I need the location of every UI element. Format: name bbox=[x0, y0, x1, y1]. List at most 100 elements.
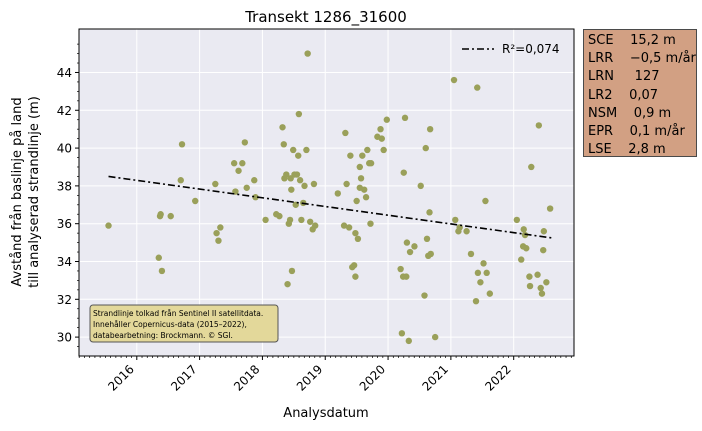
y-tick-label: 32 bbox=[57, 293, 72, 307]
data-point bbox=[483, 269, 490, 277]
x-tick-label: 2017 bbox=[168, 362, 199, 393]
data-point bbox=[295, 110, 303, 118]
stat-value: 2,8 m bbox=[628, 142, 666, 158]
data-point bbox=[523, 245, 530, 252]
data-point bbox=[251, 177, 258, 184]
data-point bbox=[310, 180, 318, 188]
data-point bbox=[486, 290, 494, 297]
data-point bbox=[383, 116, 391, 123]
data-point bbox=[350, 262, 358, 269]
data-points bbox=[105, 50, 554, 345]
data-point bbox=[526, 282, 534, 290]
data-point bbox=[518, 256, 525, 263]
data-point bbox=[423, 235, 431, 243]
data-point bbox=[474, 84, 481, 91]
stat-key: LRR bbox=[588, 51, 614, 67]
annotation-background bbox=[89, 304, 279, 343]
data-point bbox=[411, 243, 418, 250]
data-point bbox=[230, 160, 238, 167]
data-point bbox=[212, 180, 219, 188]
stat-value: 0,1 m/år bbox=[629, 124, 685, 140]
y-tick-label: 34 bbox=[57, 255, 72, 269]
stat-key: EPR bbox=[588, 124, 614, 140]
data-point bbox=[276, 212, 283, 220]
data-point bbox=[239, 160, 246, 167]
y-tick-label: 42 bbox=[57, 104, 72, 118]
data-point bbox=[306, 218, 314, 225]
data-point bbox=[311, 222, 319, 229]
x-tick-label: 2016 bbox=[105, 362, 136, 393]
data-point bbox=[157, 211, 164, 218]
data-point bbox=[427, 250, 434, 258]
data-point bbox=[520, 226, 527, 233]
annotation-line-3: databearbetning: Brockmann. © SGI. bbox=[93, 331, 233, 340]
stat-key: NSM bbox=[588, 105, 618, 121]
data-point bbox=[452, 216, 459, 224]
data-point bbox=[472, 297, 480, 305]
data-point bbox=[405, 337, 412, 345]
data-point bbox=[347, 152, 354, 159]
data-point bbox=[364, 146, 371, 154]
data-point bbox=[546, 205, 554, 212]
data-point bbox=[356, 163, 363, 171]
stats-box: SCE 15,2 m LRR −0,5 m/år LRN 127 LR2 0,0… bbox=[583, 29, 697, 157]
data-point bbox=[378, 135, 385, 142]
data-point bbox=[422, 144, 429, 152]
data-point bbox=[398, 330, 406, 337]
data-point bbox=[450, 76, 458, 84]
data-point bbox=[543, 279, 550, 286]
data-point bbox=[288, 267, 296, 275]
y-tick-label: 44 bbox=[57, 66, 72, 80]
data-point bbox=[535, 122, 543, 129]
data-point bbox=[513, 216, 521, 224]
annotation-line-2: Innehåller Copernicus-data (2015–2022), bbox=[93, 320, 247, 329]
data-point bbox=[540, 246, 547, 254]
data-point bbox=[521, 231, 529, 239]
data-point bbox=[357, 175, 365, 182]
data-point bbox=[540, 228, 548, 235]
data-point bbox=[534, 271, 541, 278]
data-point bbox=[290, 146, 297, 154]
data-point bbox=[352, 229, 359, 237]
data-point bbox=[304, 50, 311, 57]
data-point bbox=[235, 167, 242, 174]
y-axis-label-line-2: till analyserad strandlinje (m) bbox=[27, 96, 42, 288]
y-tick-label: 30 bbox=[57, 331, 72, 345]
stat-value: −0,5 m/år bbox=[629, 51, 696, 67]
data-point bbox=[482, 197, 489, 205]
data-point bbox=[167, 212, 174, 220]
legend: R²=0,074 bbox=[462, 42, 560, 56]
x-tick-label: 2018 bbox=[231, 362, 262, 393]
data-point bbox=[303, 146, 310, 154]
data-point bbox=[243, 184, 250, 191]
data-point bbox=[178, 141, 186, 148]
stat-value: 15,2 m bbox=[630, 33, 676, 48]
x-tick-label: 2021 bbox=[420, 362, 451, 393]
data-point bbox=[480, 260, 487, 267]
grid bbox=[79, 29, 574, 356]
stat-row-sce: SCE 15,2 m bbox=[588, 32, 696, 50]
data-point bbox=[352, 273, 359, 280]
data-point bbox=[463, 228, 470, 235]
data-point bbox=[401, 114, 409, 122]
data-point bbox=[293, 171, 301, 178]
plot-frame bbox=[78, 28, 575, 357]
data-point bbox=[406, 248, 414, 256]
data-point bbox=[403, 273, 410, 280]
y-tick-label: 38 bbox=[57, 179, 72, 193]
data-point bbox=[343, 180, 350, 188]
data-point bbox=[474, 269, 482, 277]
stat-value: 0,07 bbox=[629, 87, 659, 103]
data-point bbox=[155, 254, 162, 261]
data-point bbox=[345, 224, 353, 231]
data-point bbox=[158, 267, 166, 275]
data-point bbox=[353, 197, 360, 205]
data-point bbox=[421, 292, 428, 299]
data-point bbox=[288, 186, 295, 193]
x-tick-label: 2020 bbox=[357, 362, 388, 393]
data-point bbox=[538, 290, 546, 297]
stat-value: 0,9 m bbox=[633, 105, 672, 121]
annotation-box: Strandlinje tolkad från Sentinel II sate… bbox=[89, 304, 279, 343]
data-point bbox=[342, 129, 349, 137]
